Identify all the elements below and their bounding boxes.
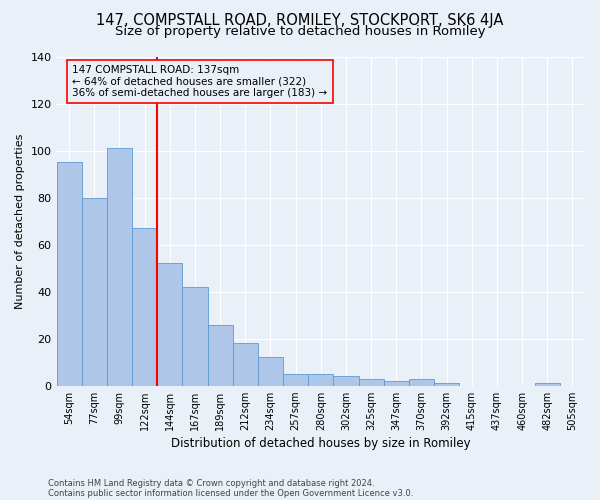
Text: Size of property relative to detached houses in Romiley: Size of property relative to detached ho…	[115, 25, 485, 38]
Bar	[359, 378, 383, 386]
Y-axis label: Number of detached properties: Number of detached properties	[15, 134, 25, 309]
Bar	[535, 384, 560, 386]
Bar	[233, 344, 258, 386]
Bar	[308, 374, 334, 386]
Bar	[107, 148, 132, 386]
Bar	[283, 374, 308, 386]
Bar	[409, 378, 434, 386]
Text: Contains public sector information licensed under the Open Government Licence v3: Contains public sector information licen…	[48, 488, 413, 498]
Bar	[56, 162, 82, 386]
Bar	[157, 264, 182, 386]
Bar	[258, 358, 283, 386]
X-axis label: Distribution of detached houses by size in Romiley: Distribution of detached houses by size …	[171, 437, 470, 450]
Bar	[132, 228, 157, 386]
Bar	[182, 287, 208, 386]
Bar	[334, 376, 359, 386]
Bar	[434, 384, 459, 386]
Bar	[82, 198, 107, 386]
Bar	[208, 324, 233, 386]
Text: 147 COMPSTALL ROAD: 137sqm
← 64% of detached houses are smaller (322)
36% of sem: 147 COMPSTALL ROAD: 137sqm ← 64% of deta…	[73, 64, 328, 98]
Bar	[383, 381, 409, 386]
Text: 147, COMPSTALL ROAD, ROMILEY, STOCKPORT, SK6 4JA: 147, COMPSTALL ROAD, ROMILEY, STOCKPORT,…	[97, 12, 503, 28]
Text: Contains HM Land Registry data © Crown copyright and database right 2024.: Contains HM Land Registry data © Crown c…	[48, 478, 374, 488]
